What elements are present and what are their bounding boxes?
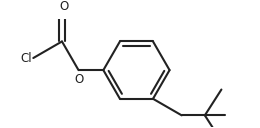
Text: O: O — [59, 0, 68, 13]
Text: O: O — [74, 73, 83, 86]
Text: Cl: Cl — [20, 51, 31, 65]
